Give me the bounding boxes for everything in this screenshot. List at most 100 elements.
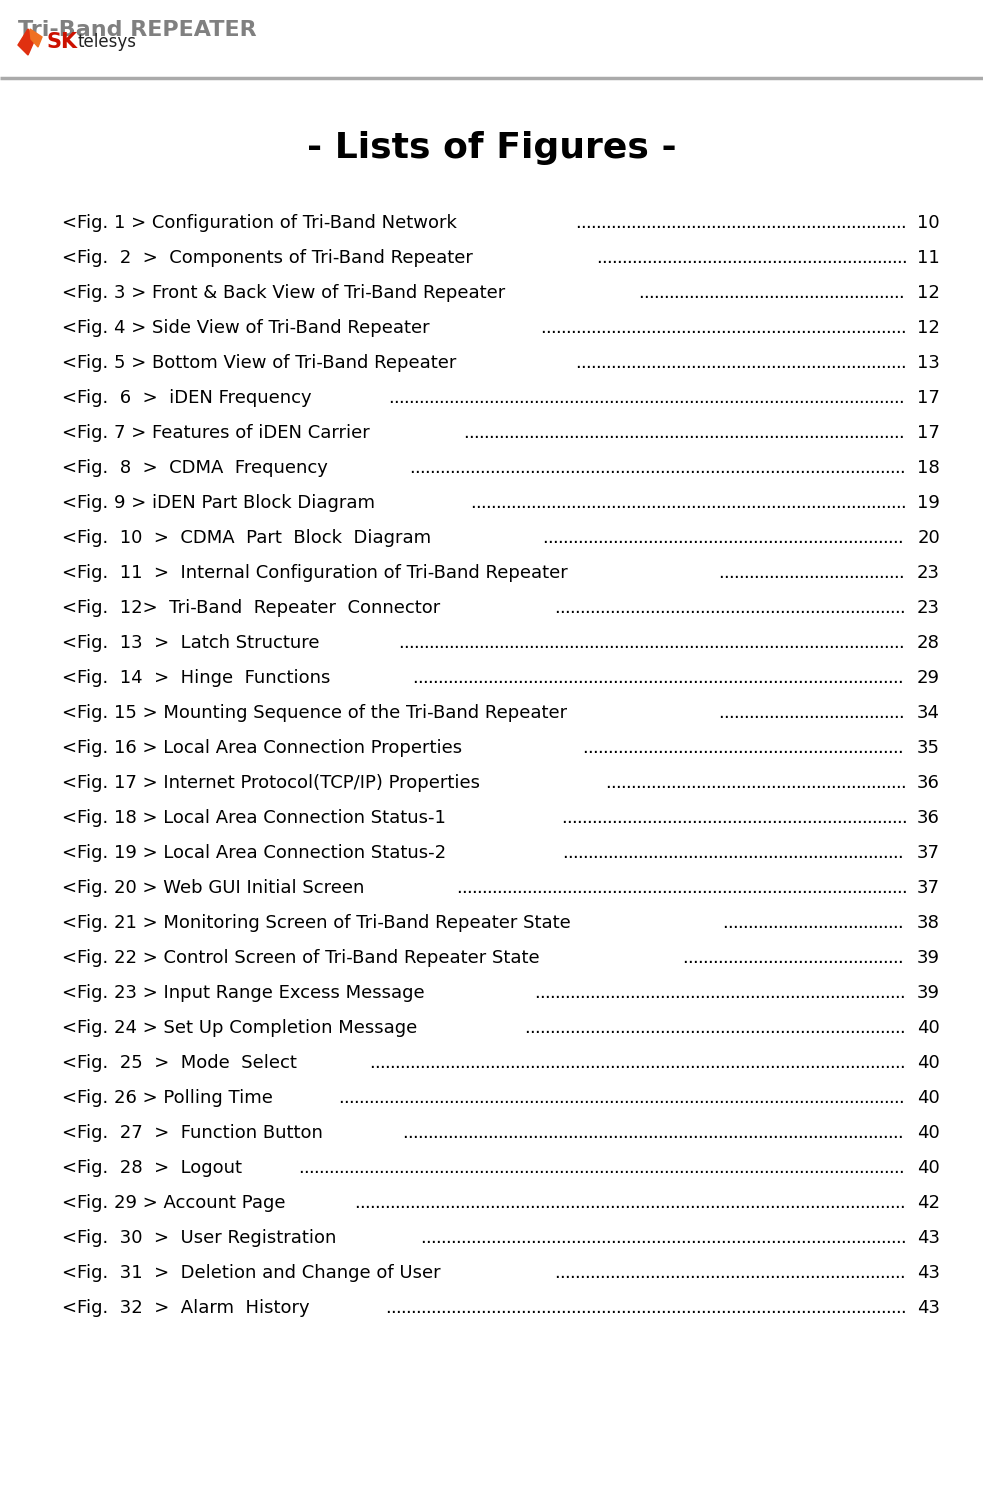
Text: .: . xyxy=(760,1194,765,1212)
Text: .: . xyxy=(836,214,841,232)
Text: .: . xyxy=(578,389,584,407)
Text: .: . xyxy=(745,214,751,232)
Text: .: . xyxy=(682,739,688,757)
Text: .: . xyxy=(842,704,848,722)
Text: .: . xyxy=(809,1019,815,1038)
Text: .: . xyxy=(333,1160,339,1178)
Text: .: . xyxy=(885,354,891,372)
Text: .: . xyxy=(458,1089,464,1107)
Text: .: . xyxy=(898,985,904,1001)
Text: .: . xyxy=(457,670,463,688)
Text: .: . xyxy=(732,949,738,967)
Text: .: . xyxy=(735,1298,741,1316)
Text: .: . xyxy=(533,1160,539,1178)
Text: .: . xyxy=(830,495,836,513)
Text: .: . xyxy=(498,1089,504,1107)
Text: .: . xyxy=(559,985,564,1001)
Text: .: . xyxy=(828,1123,834,1142)
Text: .: . xyxy=(785,214,791,232)
Text: .: . xyxy=(468,1123,474,1142)
Text: .: . xyxy=(582,739,588,757)
Text: .: . xyxy=(698,424,704,442)
Text: .: . xyxy=(777,249,781,267)
Text: .: . xyxy=(697,949,703,967)
Text: .: . xyxy=(713,670,718,688)
Text: .: . xyxy=(679,599,685,617)
Text: .: . xyxy=(629,1019,635,1038)
Text: .: . xyxy=(584,985,590,1001)
Text: .: . xyxy=(804,1054,810,1072)
Text: .: . xyxy=(398,1089,404,1107)
Text: .: . xyxy=(637,670,643,688)
Text: .: . xyxy=(493,389,498,407)
Text: .: . xyxy=(741,879,747,897)
Text: .: . xyxy=(759,564,765,582)
Text: .: . xyxy=(378,1089,383,1107)
Text: .: . xyxy=(768,424,774,442)
Text: .: . xyxy=(793,633,799,651)
Text: .: . xyxy=(526,1298,531,1316)
Text: <Fig. 24 > Set Up Completion Message: <Fig. 24 > Set Up Completion Message xyxy=(62,1019,417,1038)
Text: .: . xyxy=(894,1160,899,1178)
Text: .: . xyxy=(853,633,859,651)
Text: .: . xyxy=(606,214,611,232)
Text: .: . xyxy=(839,599,844,617)
Text: .: . xyxy=(618,633,624,651)
Text: .: . xyxy=(885,1229,891,1247)
Text: .: . xyxy=(569,1054,575,1072)
Text: .: . xyxy=(669,458,674,477)
Text: .: . xyxy=(747,844,752,863)
Text: .: . xyxy=(649,1054,655,1072)
Text: .: . xyxy=(696,1298,701,1316)
Text: 10: 10 xyxy=(917,214,940,232)
Text: .: . xyxy=(829,458,835,477)
Text: .: . xyxy=(852,949,858,967)
Text: .: . xyxy=(888,424,894,442)
Text: .: . xyxy=(768,389,774,407)
Text: .: . xyxy=(505,495,510,513)
Text: .: . xyxy=(708,284,714,302)
Text: .: . xyxy=(419,458,425,477)
Text: .: . xyxy=(824,1054,830,1072)
Text: .: . xyxy=(623,1160,629,1178)
Text: .: . xyxy=(569,458,575,477)
Text: .: . xyxy=(460,1229,466,1247)
Text: .: . xyxy=(653,739,658,757)
Text: .: . xyxy=(885,1194,891,1212)
Text: .: . xyxy=(830,1019,836,1038)
Text: .: . xyxy=(557,529,563,547)
Text: .: . xyxy=(702,949,708,967)
Text: .: . xyxy=(795,354,800,372)
Text: .: . xyxy=(619,1054,625,1072)
Text: .: . xyxy=(675,214,681,232)
Text: .: . xyxy=(721,774,726,792)
Text: .: . xyxy=(760,354,766,372)
Text: .: . xyxy=(685,354,691,372)
Text: .: . xyxy=(654,599,660,617)
Text: .: . xyxy=(418,389,424,407)
Text: .: . xyxy=(493,633,499,651)
Text: .: . xyxy=(535,495,541,513)
Text: .: . xyxy=(732,739,738,757)
Text: .: . xyxy=(883,704,889,722)
Text: .: . xyxy=(709,1054,715,1072)
Text: .: . xyxy=(833,1123,838,1142)
Text: .: . xyxy=(599,1160,604,1178)
Text: .: . xyxy=(838,914,843,932)
Text: .: . xyxy=(811,879,817,897)
Text: .: . xyxy=(765,495,771,513)
Text: .: . xyxy=(474,458,480,477)
Text: .: . xyxy=(645,1229,651,1247)
Text: .: . xyxy=(853,1160,859,1178)
Text: .: . xyxy=(658,1089,664,1107)
Text: .: . xyxy=(710,495,716,513)
Text: .: . xyxy=(812,844,818,863)
Text: .: . xyxy=(828,284,834,302)
Text: .: . xyxy=(582,529,588,547)
Text: .: . xyxy=(736,879,742,897)
Text: .: . xyxy=(833,704,838,722)
Text: .: . xyxy=(849,599,855,617)
Text: .: . xyxy=(720,1054,724,1072)
Text: .: . xyxy=(774,1054,780,1072)
Text: .: . xyxy=(810,320,816,336)
